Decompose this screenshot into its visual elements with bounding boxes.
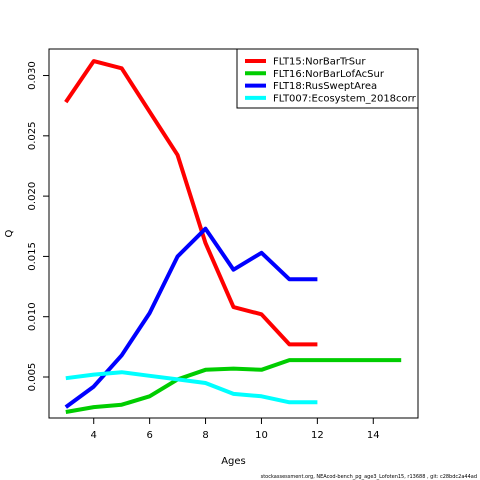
series-layer [64,59,402,414]
legend-label: FLT18:RusSweptArea [273,81,377,92]
x-tick-label: 4 [91,430,97,441]
x-tick-label: 12 [311,430,324,441]
series-line-1 [64,59,318,347]
legend-label: FLT007:Ecosystem_2018corr [273,93,417,104]
y-tick-label: 0.020 [27,182,38,211]
x-tick-label: 10 [255,430,268,441]
y-tick-label: 0.005 [27,363,38,392]
legend-label: FLT16:NorBarLofAcSur [273,69,385,80]
x-tick-label: 14 [367,430,380,441]
series-line-4 [65,370,318,405]
footer-provenance-text: stockassessment.org, NEAcod-bench_pg_age… [261,474,477,480]
y-tick-label: 0.025 [27,122,38,151]
series-line-2 [65,358,402,414]
y-tick-label: 0.010 [27,302,38,331]
x-tick-label: 8 [202,430,208,441]
x-axis-title: Ages [221,456,246,467]
x-axis: 4 6 8 10 12 14 [91,417,380,441]
y-axis-title: Q [4,229,15,237]
legend: FLT15:NorBarTrSurFLT16:NorBarLofAcSurFLT… [236,48,419,109]
legend-label: FLT15:NorBarTrSur [273,57,366,68]
y-tick-label: 0.030 [27,61,38,90]
y-tick-label: 0.015 [27,242,38,271]
series-line-3 [64,226,318,409]
y-axis: 0.005 0.010 0.015 0.020 0.025 0.030 [27,61,50,392]
x-tick-label: 6 [146,430,152,441]
legend-box [236,48,419,109]
